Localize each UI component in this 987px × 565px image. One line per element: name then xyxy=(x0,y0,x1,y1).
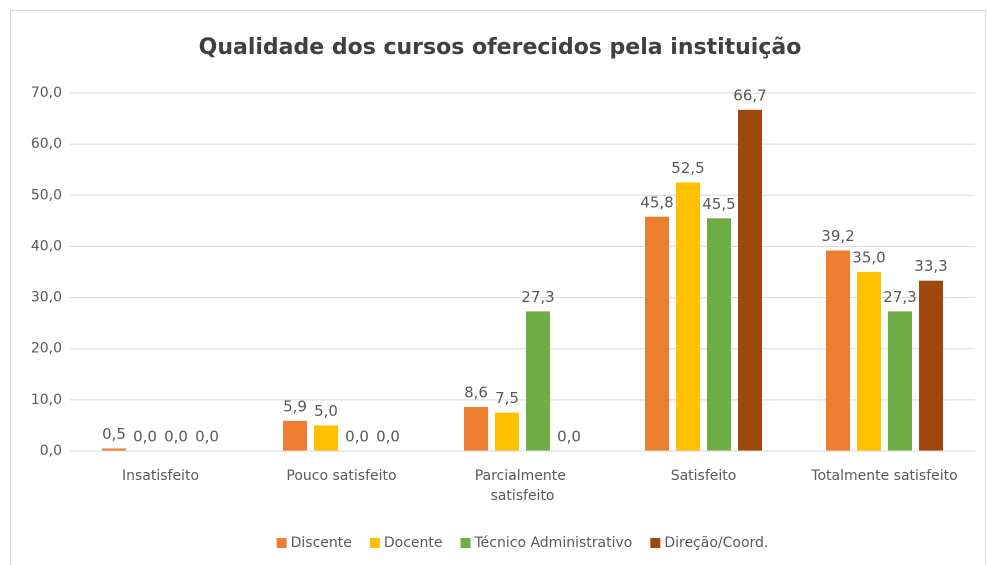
data-label: 0,0 xyxy=(557,428,581,446)
bar xyxy=(707,218,731,451)
bar xyxy=(495,412,519,451)
data-label: 35,0 xyxy=(852,249,885,267)
y-tick-label: 10,0 xyxy=(31,392,62,408)
y-tick-label: 30,0 xyxy=(31,290,62,306)
bar xyxy=(676,182,700,451)
data-label: 0,5 xyxy=(102,425,126,443)
data-label: 52,5 xyxy=(671,159,704,177)
bar xyxy=(283,420,307,451)
bar xyxy=(738,109,762,452)
data-label: 27,3 xyxy=(521,288,554,306)
data-label: 39,2 xyxy=(821,227,854,245)
chart-border xyxy=(10,10,986,565)
legend-swatch xyxy=(369,538,380,548)
legend-label: Docente xyxy=(384,535,443,551)
data-label: 0,0 xyxy=(133,428,157,446)
data-label: 0,0 xyxy=(345,428,369,446)
y-tick-label: 60,0 xyxy=(31,136,62,152)
y-tick-label: 20,0 xyxy=(31,341,62,357)
data-label: 5,0 xyxy=(314,402,338,420)
y-tick-label: 40,0 xyxy=(31,238,62,254)
data-label: 27,3 xyxy=(883,288,916,306)
bar xyxy=(826,250,850,451)
x-tick-label: Totalmente satisfeito xyxy=(810,468,957,484)
y-tick-label: 0,0 xyxy=(40,443,62,459)
data-label: 45,8 xyxy=(640,193,673,211)
bar xyxy=(645,216,669,451)
data-label: 0,0 xyxy=(164,428,188,446)
bar xyxy=(526,311,550,451)
data-label: 8,6 xyxy=(464,384,488,402)
data-label: 7,5 xyxy=(495,389,519,407)
bar xyxy=(857,272,881,451)
legend-swatch xyxy=(650,538,661,548)
data-label: 0,0 xyxy=(195,428,219,446)
bar xyxy=(314,425,338,451)
y-tick-label: 50,0 xyxy=(31,187,62,203)
x-tick-label: Satisfeito xyxy=(671,468,737,484)
legend-label: Direção/Coord. xyxy=(664,535,768,551)
x-tick-label: Parcialmente satisfeito xyxy=(475,468,571,504)
legend-label: Técnico Administrativo xyxy=(474,535,633,551)
bar xyxy=(102,448,126,451)
bar xyxy=(464,407,488,451)
x-tick-label: Insatisfeito xyxy=(122,468,199,484)
x-tick-label: Pouco satisfeito xyxy=(286,468,396,484)
bar xyxy=(888,311,912,451)
data-label: 5,9 xyxy=(283,397,307,415)
data-label: 0,0 xyxy=(376,428,400,446)
data-label: 33,3 xyxy=(914,257,947,275)
chart-title: Qualidade dos cursos oferecidos pela ins… xyxy=(199,35,802,60)
legend-swatch xyxy=(276,538,287,548)
data-label: 45,5 xyxy=(702,195,735,213)
legend-label: Discente xyxy=(291,535,352,551)
legend-swatch xyxy=(460,538,471,548)
y-tick-label: 70,0 xyxy=(31,85,62,101)
data-label: 66,7 xyxy=(733,86,766,104)
bar xyxy=(919,280,943,451)
